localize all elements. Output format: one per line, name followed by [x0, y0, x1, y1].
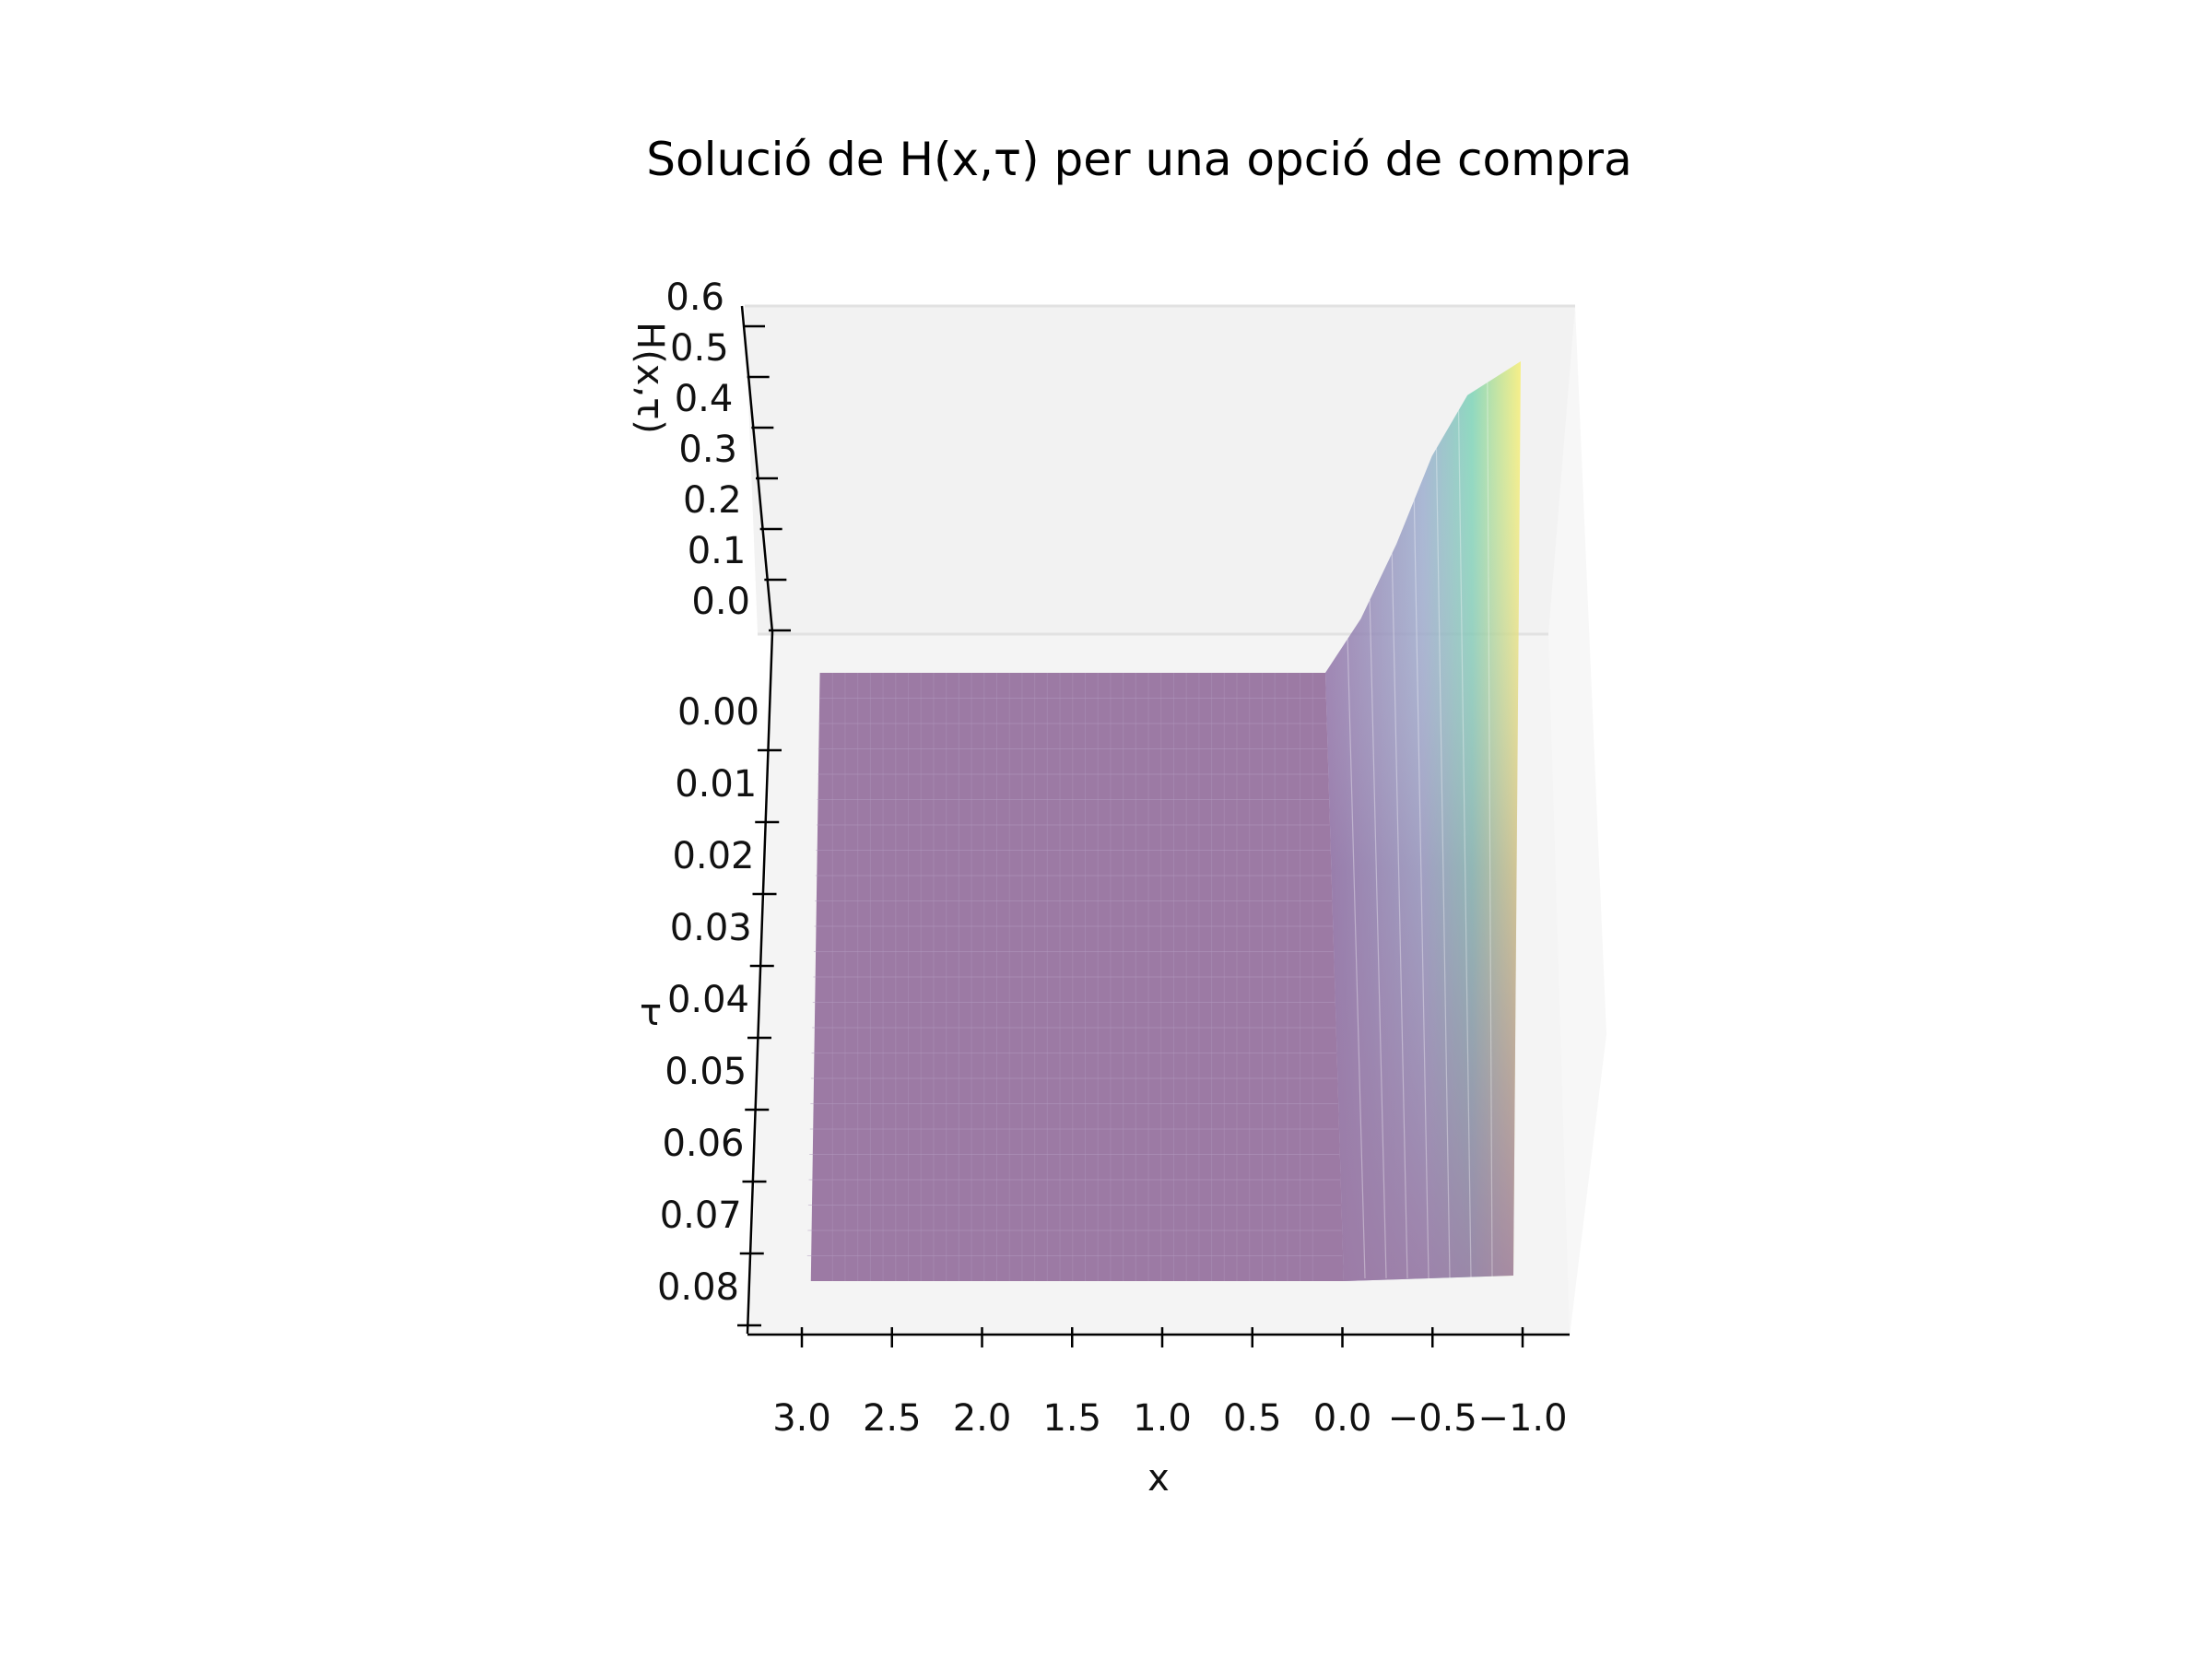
- tau-tick-label: 0.02: [672, 835, 754, 877]
- tau-tick-label: 0.05: [665, 1051, 747, 1093]
- x-tick-label: 3.0: [772, 1397, 831, 1440]
- x-ticks: 3.0 2.5 2.0 1.5 1.0 0.5 0.0 −0.5 −1.0: [772, 1327, 1568, 1440]
- mesh-line: [1391, 553, 1408, 1279]
- mesh-line: [1457, 410, 1472, 1279]
- z-tick-label: 0.3: [678, 429, 737, 471]
- x-tick-label: 1.0: [1133, 1397, 1192, 1440]
- tau-tick-label: 0.06: [662, 1123, 744, 1165]
- x-tick-label: 2.5: [863, 1397, 922, 1440]
- z-axis-label: H(x,τ): [629, 322, 671, 434]
- tau-ticks: 0.00 0.01 0.02 0.03 0.04 0.05 0.06 0.07 0.08: [657, 691, 782, 1327]
- z-tick-label: 0.1: [688, 530, 747, 572]
- tau-tick-label: 0.03: [670, 907, 752, 949]
- x-tick-label: −0.5: [1388, 1397, 1477, 1440]
- tau-tick-label: 0.04: [667, 979, 749, 1021]
- tau-tick-label: 0.07: [660, 1194, 742, 1237]
- mesh-line: [1369, 599, 1387, 1279]
- surface-rising-face-shade: [1325, 361, 1521, 1281]
- mesh-line: [1487, 382, 1493, 1279]
- x-tick-label: 2.0: [953, 1397, 1012, 1440]
- mesh-line: [1413, 500, 1430, 1279]
- z-tick-label: 0.4: [675, 378, 734, 420]
- back-pane: [745, 306, 1575, 634]
- z-axis-line: [740, 305, 774, 1335]
- z-tick-label: 0.6: [665, 276, 724, 319]
- surface-mesh: [806, 361, 1521, 1281]
- tau-tick-label: 0.00: [677, 691, 759, 734]
- side-pane: [1548, 306, 1606, 1336]
- z-tick-label: 0.0: [691, 581, 750, 623]
- x-tick-label: 1.5: [1042, 1397, 1101, 1440]
- z-tick-label: 0.2: [683, 479, 742, 522]
- chart-title: Solució de H(x,τ) per una opció de compr…: [646, 133, 1631, 186]
- z-tick-label: 0.5: [670, 327, 729, 370]
- x-tick-label: 0.5: [1223, 1397, 1282, 1440]
- mesh-line: [1347, 639, 1366, 1279]
- tau-tick-label: 0.01: [675, 763, 757, 806]
- x-axis-label: x: [1147, 1457, 1170, 1500]
- z-ticks: 0.0 0.1 0.2 0.3 0.4 0.5 0.6: [665, 276, 791, 632]
- mesh-line: [1435, 448, 1451, 1279]
- x-tick-label: −1.0: [1477, 1397, 1567, 1440]
- x-tick-label: 0.0: [1313, 1397, 1372, 1440]
- tau-axis-label: τ: [640, 992, 662, 1034]
- tau-tick-label: 0.08: [657, 1266, 739, 1309]
